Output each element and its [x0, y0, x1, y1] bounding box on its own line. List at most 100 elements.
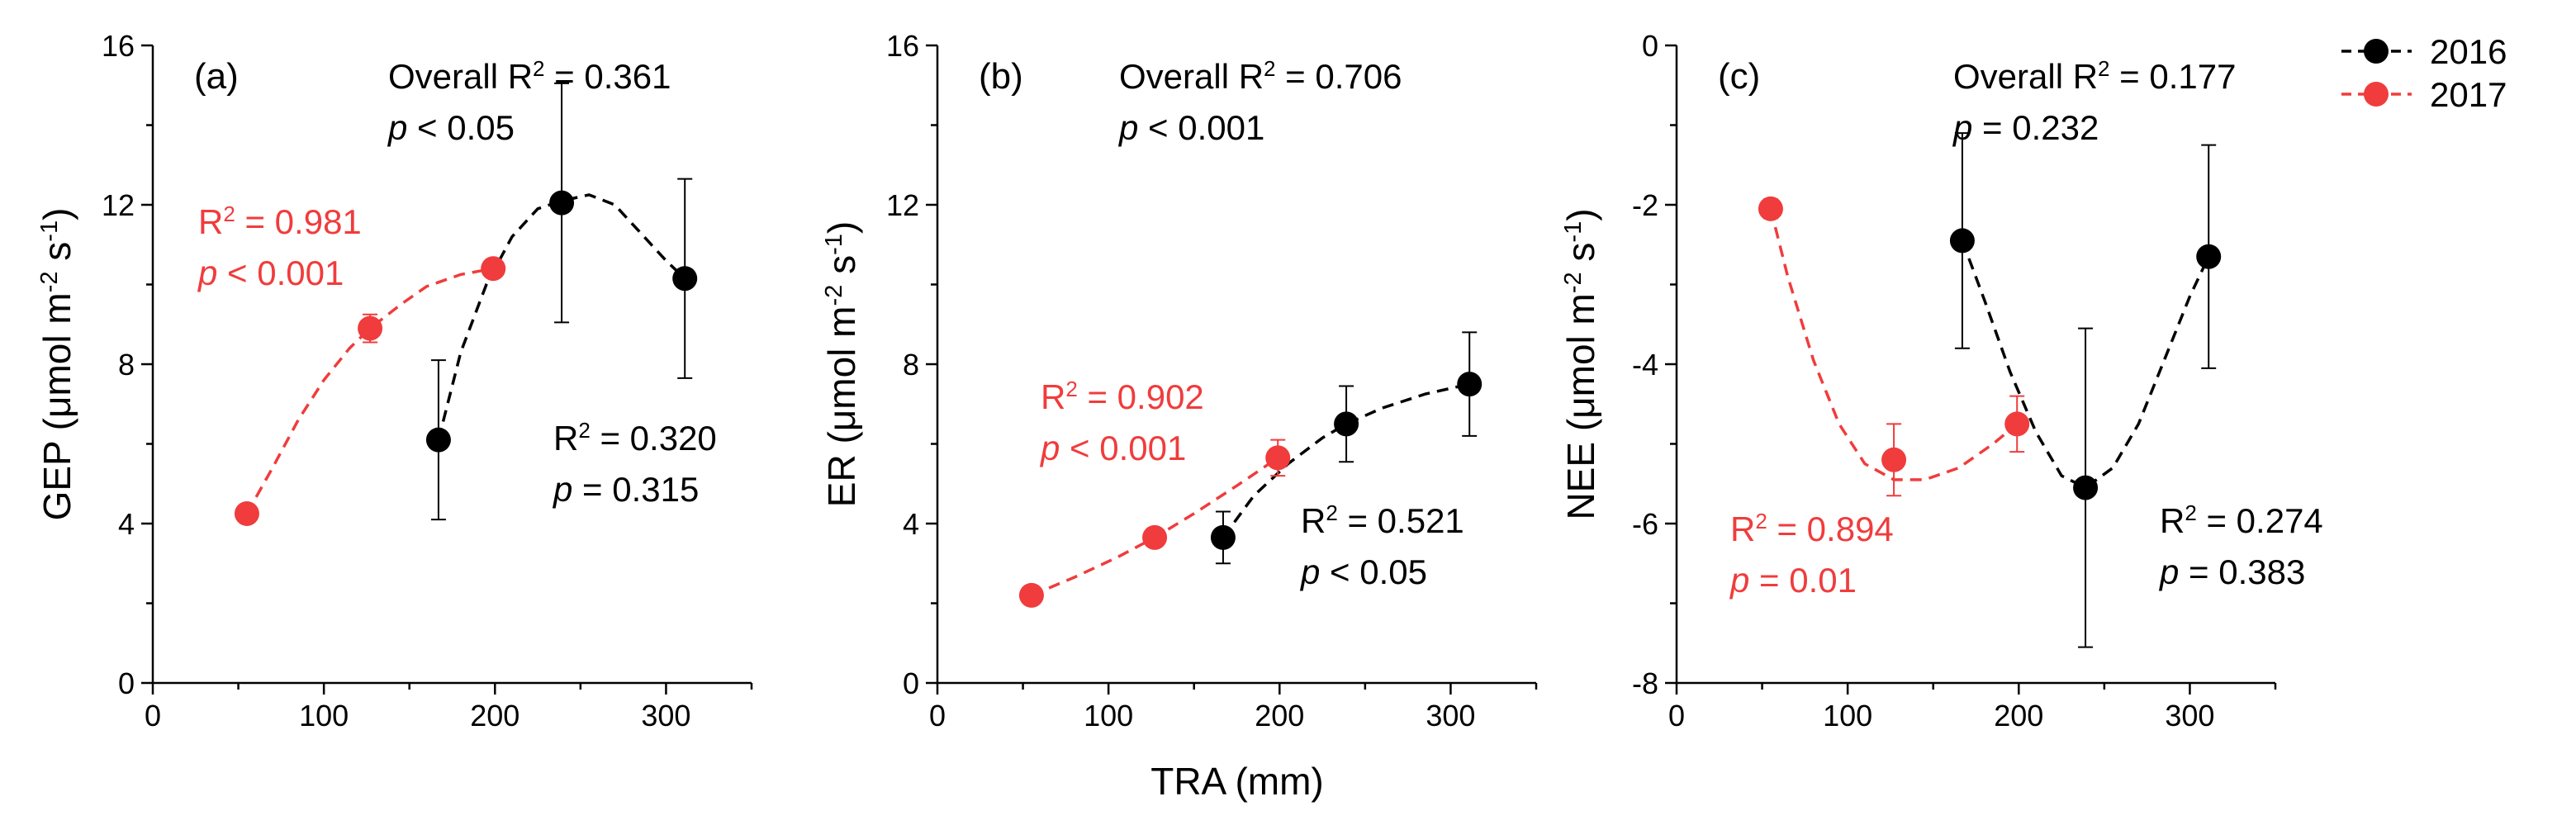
- data-point-2016: [672, 266, 698, 292]
- r2-2017-label-part: = 0.902: [1078, 377, 1204, 416]
- panel-label: (a): [194, 56, 239, 97]
- p-2016-label: p = 0.315: [552, 470, 699, 509]
- y-tick-label: 4: [903, 507, 919, 541]
- r2-2016-label-sup: 2: [2185, 500, 2196, 525]
- x-tick-label: 0: [1668, 699, 1685, 733]
- y-axis-label-sup: -2: [36, 271, 63, 292]
- r2-2016-label-part: R: [2160, 501, 2185, 540]
- fit-curve-2017: [245, 267, 494, 514]
- r2-2017-label: R2 = 0.902: [1041, 377, 1204, 416]
- legend-marker-2016: [2364, 39, 2389, 64]
- y-axis-label-part: GEP (μmol m: [36, 292, 78, 520]
- y-axis-label: NEE (μmol m-2 s-1): [1559, 208, 1602, 519]
- p-2017-label-part: = 0.01: [1749, 561, 1857, 600]
- data-point-2017: [1881, 447, 1907, 472]
- overall-r2-label-part: = 0.177: [2110, 57, 2237, 96]
- y-tick-label: 8: [903, 348, 919, 382]
- overall-r2-label-part: = 0.706: [1276, 57, 1402, 96]
- y-axis-label-sup: -2: [1560, 272, 1587, 293]
- r2-2016-label-sup: 2: [1326, 500, 1337, 525]
- data-point-2016: [1457, 372, 1483, 397]
- y-axis-label: ER (μmol m-2 s-1): [820, 221, 863, 507]
- r2-2016-label-part: R: [1301, 501, 1326, 540]
- p-2016-label-part: < 0.05: [1320, 552, 1427, 591]
- data-point-2017: [481, 256, 506, 282]
- panel-label: (b): [979, 56, 1023, 97]
- overall-p-label-p: p: [1952, 108, 1972, 147]
- r2-2017-label-part: R: [1730, 510, 1755, 548]
- x-tick-label: 200: [1255, 699, 1304, 733]
- overall-p-label-part: < 0.05: [407, 108, 515, 147]
- x-tick-label: 100: [299, 699, 349, 733]
- r2-2016-label-part: R: [553, 419, 578, 458]
- p-2016-label-p: p: [1299, 552, 1320, 591]
- data-point-2017: [1142, 524, 1168, 550]
- y-tick-label: 12: [886, 188, 919, 222]
- overall-p-label-p: p: [1117, 108, 1138, 147]
- overall-r2-label-part: = 0.361: [545, 57, 671, 96]
- overall-r2-label-part: Overall R: [388, 57, 533, 96]
- y-tick-label: 12: [102, 188, 135, 222]
- r2-2016-label-part: = 0.274: [2197, 501, 2323, 540]
- x-tick-label: 0: [145, 699, 161, 733]
- data-point-2016: [2073, 475, 2099, 500]
- r2-2017-label-part: R: [198, 202, 223, 241]
- p-2016-label-p: p: [552, 470, 572, 509]
- p-2017-label: p < 0.001: [1039, 429, 1186, 467]
- p-2016-label: p = 0.383: [2158, 552, 2305, 591]
- data-point-2016: [425, 427, 451, 453]
- r2-2016-label: R2 = 0.274: [2160, 500, 2323, 540]
- data-point-2016: [1210, 524, 1236, 550]
- r2-2016-label-sup: 2: [578, 418, 590, 443]
- p-2016-label-part: = 0.383: [2179, 552, 2305, 591]
- y-axis-label-part: s: [1559, 243, 1602, 273]
- legend: 2016 2017: [2341, 32, 2507, 114]
- p-2017-label: p < 0.001: [197, 254, 344, 292]
- y-tick-label: 0: [118, 666, 135, 700]
- overall-p-label: p < 0.001: [1117, 108, 1264, 147]
- x-tick-label: 200: [470, 699, 519, 733]
- data-point-2016: [1949, 228, 1975, 254]
- x-tick-label: 0: [929, 699, 946, 733]
- x-tick-label: 300: [1426, 699, 1475, 733]
- overall-r2-label-sup: 2: [2098, 56, 2109, 81]
- overall-r2-label: Overall R2 = 0.706: [1119, 56, 1402, 96]
- p-2016-label-p: p: [2158, 552, 2179, 591]
- y-tick-label: 0: [903, 666, 919, 700]
- fit-curve-2016: [1961, 239, 2210, 490]
- y-tick-label: -2: [1632, 188, 1658, 222]
- overall-r2-label: Overall R2 = 0.177: [1953, 56, 2236, 96]
- legend-label-2017: 2017: [2430, 75, 2507, 114]
- r2-2017-label-sup: 2: [1065, 377, 1077, 401]
- data-point-2017: [1018, 582, 1044, 608]
- overall-p-label: p < 0.05: [387, 108, 515, 147]
- data-point-2017: [234, 500, 259, 526]
- y-tick-label: -6: [1632, 507, 1658, 541]
- overall-r2-label-sup: 2: [533, 56, 544, 81]
- x-axis-label: TRA (mm): [1150, 760, 1324, 803]
- y-axis-label-sup: -1: [1560, 221, 1587, 243]
- x-tick-label: 300: [641, 699, 690, 733]
- y-tick-label: 0: [1642, 29, 1658, 63]
- y-axis-label-part: s: [36, 242, 78, 272]
- y-tick-label: 4: [118, 507, 135, 541]
- overall-p-label-part: = 0.232: [1972, 108, 2099, 147]
- r2-2017-label-sup: 2: [1755, 509, 1767, 533]
- x-tick-label: 200: [1994, 699, 2043, 733]
- r2-2017-label: R2 = 0.894: [1730, 509, 1894, 548]
- y-axis-label: GEP (μmol m-2 s-1): [36, 208, 78, 521]
- y-axis-label-part: ): [1559, 208, 1602, 220]
- p-2017-label-p: p: [197, 254, 217, 292]
- r2-2016-label: R2 = 0.521: [1301, 500, 1464, 540]
- r2-2017-label-part: = 0.981: [235, 202, 362, 241]
- legend-label-2016: 2016: [2430, 32, 2507, 71]
- overall-r2-label: Overall R2 = 0.361: [388, 56, 671, 96]
- overall-p-label-p: p: [387, 108, 407, 147]
- data-point-2017: [1758, 196, 1783, 221]
- panel-a: 0 100 200 300 0 4 8 12 16 GEP (μmol m-2 s-1) (a) Ov…: [36, 29, 753, 733]
- y-axis-label-part: s: [820, 255, 863, 285]
- p-2017-label-p: p: [1729, 561, 1749, 600]
- fit-curve-2016: [1222, 382, 1470, 538]
- fit-curve-2016: [437, 193, 686, 441]
